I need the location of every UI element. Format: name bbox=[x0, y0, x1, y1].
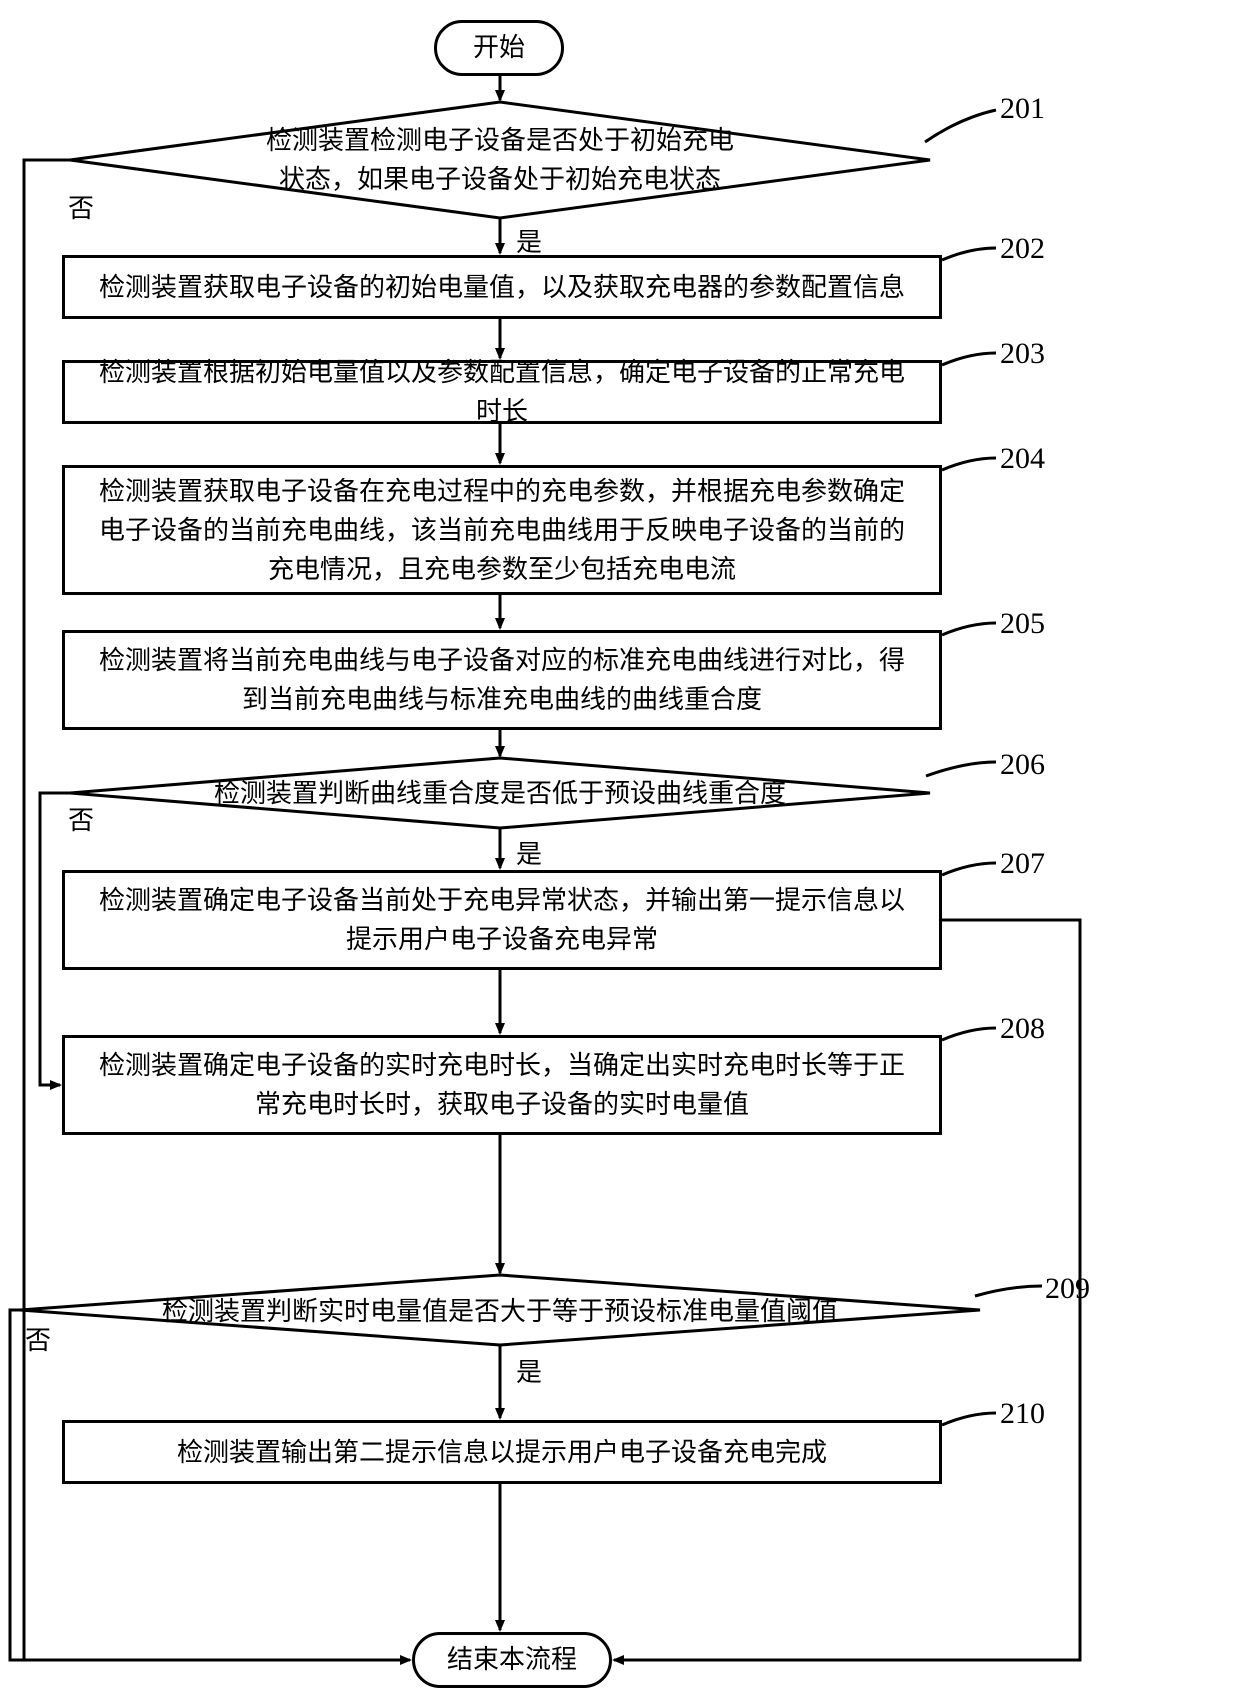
end-terminator: 结束本流程 bbox=[412, 1632, 612, 1688]
d206-no-label: 否 bbox=[68, 800, 94, 837]
leader-205: 205 bbox=[1000, 607, 1045, 641]
d209-no-label: 否 bbox=[25, 1320, 51, 1357]
process-205-text: 检测装置将当前充电曲线与电子设备对应的标准充电曲线进行对比，得到当前充电曲线与标… bbox=[93, 641, 911, 719]
decision-209-text: 检测装置判断实时电量值是否大于等于预设标准电量值阈值 bbox=[120, 1296, 880, 1326]
process-208-text: 检测装置确定电子设备的实时充电时长，当确定出实时充电时长等于正常充电时长时，获取… bbox=[93, 1046, 911, 1124]
process-202-text: 检测装置获取电子设备的初始电量值，以及获取充电器的参数配置信息 bbox=[99, 268, 905, 307]
process-203: 检测装置根据初始电量值以及参数配置信息，确定电子设备的正常充电时长 bbox=[62, 360, 942, 424]
start-terminator: 开始 bbox=[434, 20, 564, 76]
process-204: 检测装置获取电子设备在充电过程中的充电参数，并根据充电参数确定电子设备的当前充电… bbox=[62, 465, 942, 595]
end-label: 结束本流程 bbox=[447, 1647, 577, 1673]
start-label: 开始 bbox=[473, 35, 525, 61]
decision-201-text: 检测装置检测电子设备是否处于初始充电 状态，如果电子设备处于初始充电状态 bbox=[200, 122, 800, 198]
process-204-text: 检测装置获取电子设备在充电过程中的充电参数，并根据充电参数确定电子设备的当前充电… bbox=[93, 472, 911, 589]
leader-202: 202 bbox=[1000, 232, 1045, 266]
leader-208: 208 bbox=[1000, 1012, 1045, 1046]
leader-201: 201 bbox=[1000, 92, 1045, 126]
leader-206: 206 bbox=[1000, 748, 1045, 782]
flowchart-canvas: 开始 结束本流程 检测装置检测电子设备是否处于初始充电 状态，如果电子设备处于初… bbox=[0, 0, 1240, 1708]
process-210-text: 检测装置输出第二提示信息以提示用户电子设备充电完成 bbox=[177, 1433, 827, 1472]
leader-209: 209 bbox=[1045, 1272, 1090, 1306]
leader-210: 210 bbox=[1000, 1397, 1045, 1431]
leader-204: 204 bbox=[1000, 442, 1045, 476]
d201-no-label: 否 bbox=[68, 188, 94, 225]
leader-207: 207 bbox=[1000, 847, 1045, 881]
d206-yes-label: 是 bbox=[516, 834, 542, 871]
decision-206-text: 检测装置判断曲线重合度是否低于预设曲线重合度 bbox=[140, 778, 860, 808]
process-207: 检测装置确定电子设备当前处于充电异常状态，并输出第一提示信息以提示用户电子设备充… bbox=[62, 870, 942, 970]
process-208: 检测装置确定电子设备的实时充电时长，当确定出实时充电时长等于正常充电时长时，获取… bbox=[62, 1035, 942, 1135]
d201-yes-label: 是 bbox=[516, 222, 542, 259]
process-202: 检测装置获取电子设备的初始电量值，以及获取充电器的参数配置信息 bbox=[62, 255, 942, 319]
process-210: 检测装置输出第二提示信息以提示用户电子设备充电完成 bbox=[62, 1420, 942, 1484]
process-207-text: 检测装置确定电子设备当前处于充电异常状态，并输出第一提示信息以提示用户电子设备充… bbox=[93, 881, 911, 959]
leader-203: 203 bbox=[1000, 337, 1045, 371]
process-203-text: 检测装置根据初始电量值以及参数配置信息，确定电子设备的正常充电时长 bbox=[93, 353, 911, 431]
d209-yes-label: 是 bbox=[516, 1352, 542, 1389]
process-205: 检测装置将当前充电曲线与电子设备对应的标准充电曲线进行对比，得到当前充电曲线与标… bbox=[62, 630, 942, 730]
